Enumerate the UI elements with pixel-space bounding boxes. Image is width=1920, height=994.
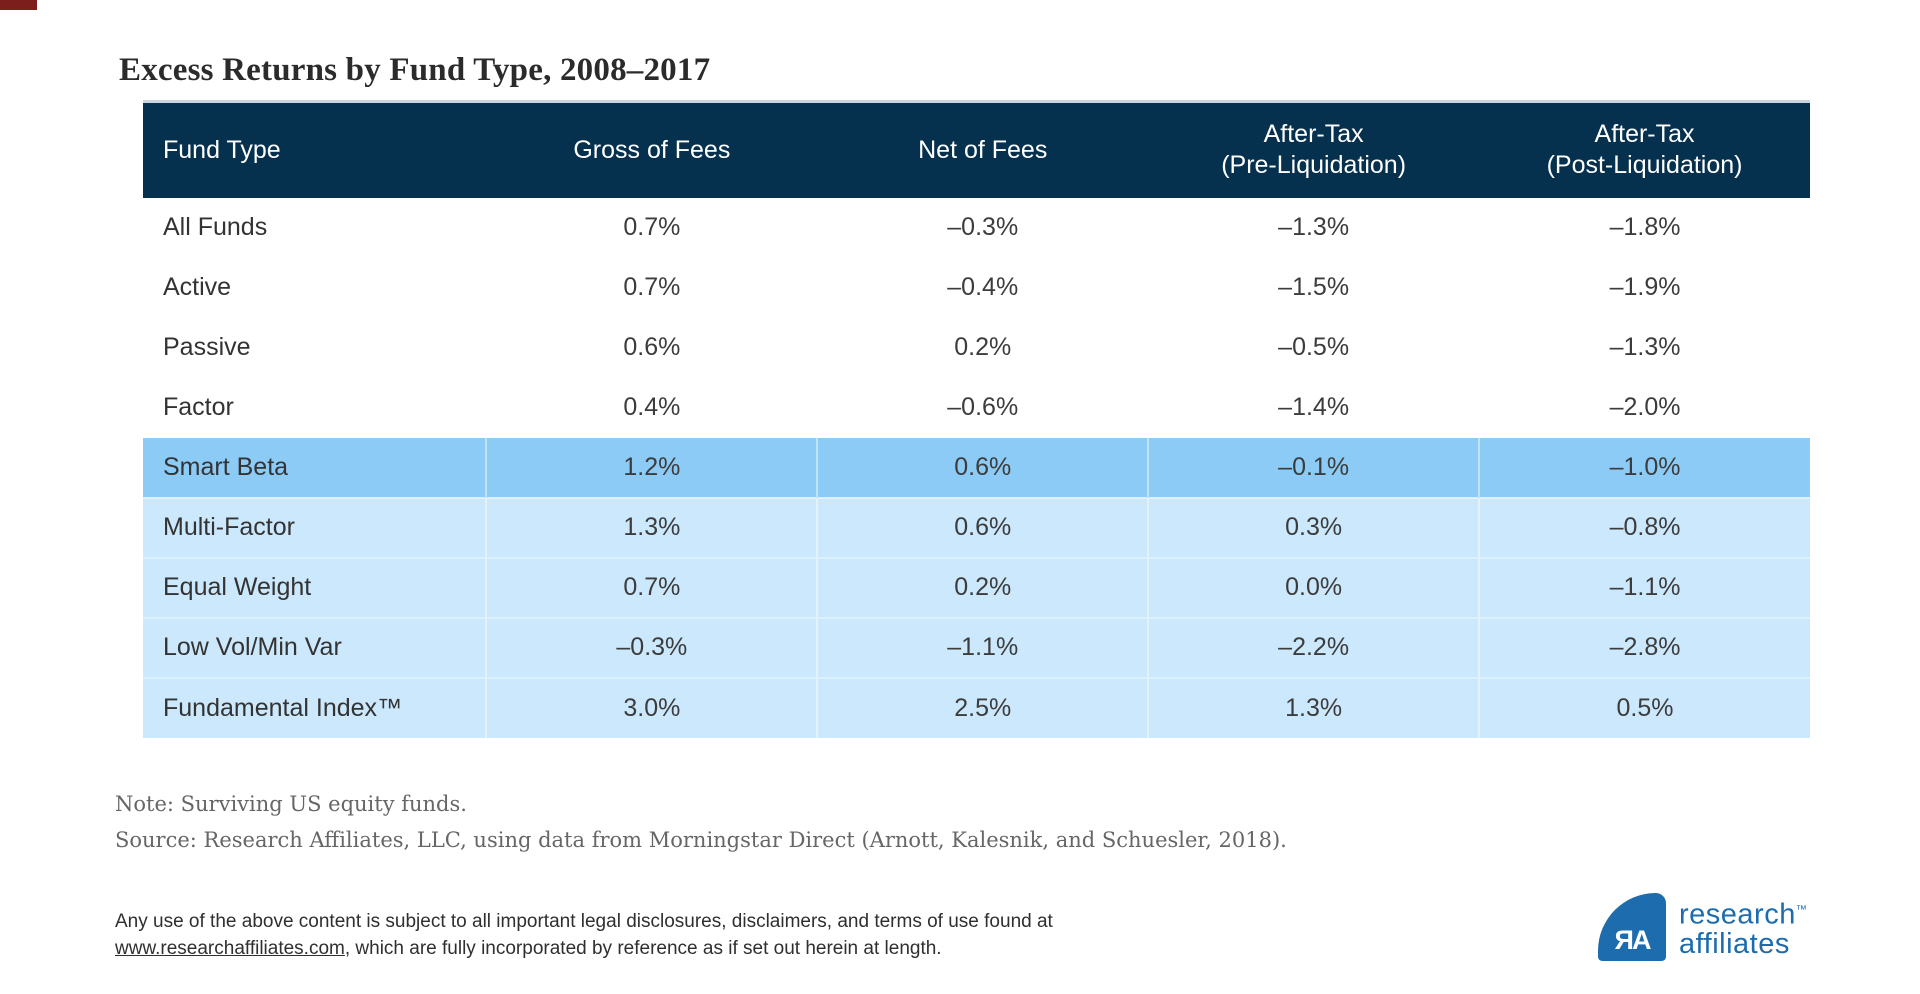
value-cell: –0.3%	[816, 197, 1149, 258]
page-title: Excess Returns by Fund Type, 2008–2017	[119, 52, 711, 89]
header-row: Fund Type Gross of Fees Net of Fees Afte…	[143, 100, 1810, 198]
value-cell: –1.9%	[1478, 257, 1810, 318]
value-cell: –2.2%	[1147, 616, 1480, 678]
value-cell: –1.8%	[1478, 197, 1810, 258]
fund-type-cell: Multi-Factor	[143, 496, 487, 558]
value-cell: –0.5%	[1147, 317, 1480, 378]
table-row: Active 0.7% –0.4% –1.5% –1.9%	[143, 257, 1810, 318]
logo-word-research: research	[1679, 898, 1796, 931]
ra-monogram: ЯA	[1614, 925, 1652, 955]
value-cell: 3.0%	[485, 676, 818, 738]
value-cell: –0.4%	[816, 257, 1149, 318]
table-row: Factor 0.4% –0.6% –1.4% –2.0%	[143, 377, 1810, 438]
table-body: All Funds 0.7% –0.3% –1.3% –1.8% Active 0.7% –0…	[143, 197, 1810, 738]
value-cell: –0.3%	[485, 616, 818, 678]
fund-type-cell: All Funds	[143, 197, 487, 258]
table-row: Passive 0.6% 0.2% –0.5% –1.3%	[143, 317, 1810, 378]
value-cell: 0.6%	[816, 496, 1149, 558]
value-cell: –0.6%	[816, 377, 1149, 438]
fund-type-cell: Passive	[143, 317, 487, 378]
value-cell: 0.2%	[816, 556, 1149, 618]
table-row: Low Vol/Min Var –0.3% –1.1% –2.2% –2.8%	[143, 616, 1810, 678]
value-cell: 0.5%	[1478, 676, 1810, 738]
col-header-net-of-fees: Net of Fees	[817, 100, 1149, 198]
col-header-line: After-Tax	[1594, 120, 1695, 149]
fund-type-cell: Factor	[143, 377, 487, 438]
legal-disclaimer: Any use of the above content is subject …	[115, 908, 1245, 962]
note-line: Note: Surviving US equity funds.	[115, 792, 467, 816]
value-cell: –1.1%	[816, 616, 1149, 678]
table-row: Smart Beta 1.2% 0.6% –0.1% –1.0%	[143, 437, 1810, 498]
research-affiliates-logo: ЯA research™ affiliates	[1598, 893, 1807, 961]
value-cell: 0.7%	[485, 197, 818, 258]
value-cell: –1.3%	[1478, 317, 1810, 378]
fund-type-cell: Active	[143, 257, 487, 318]
footnotes: Note: Surviving US equity funds. Source:…	[115, 786, 1287, 858]
fund-type-cell: Low Vol/Min Var	[143, 616, 487, 678]
fund-type-cell: Equal Weight	[143, 556, 487, 618]
value-cell: 2.5%	[816, 676, 1149, 738]
logo-wordmark: research™ affiliates	[1679, 895, 1807, 961]
legal-line2: , which are fully incorporated by refere…	[344, 938, 942, 959]
col-header-fund-type: Fund Type	[143, 100, 487, 198]
value-cell: 0.6%	[816, 437, 1149, 498]
value-cell: –2.0%	[1478, 377, 1810, 438]
value-cell: 0.3%	[1147, 496, 1480, 558]
col-header-gross-of-fees: Gross of Fees	[486, 100, 818, 198]
logo-word-affiliates: affiliates	[1679, 928, 1790, 961]
value-cell: 0.4%	[485, 377, 818, 438]
fund-type-cell: Smart Beta	[143, 437, 487, 498]
table-row: Equal Weight 0.7% 0.2% 0.0% –1.1%	[143, 556, 1810, 618]
value-cell: –1.0%	[1478, 437, 1810, 498]
excess-returns-table: Fund Type Gross of Fees Net of Fees Afte…	[143, 100, 1810, 738]
value-cell: 0.0%	[1147, 556, 1480, 618]
col-header-after-tax-post: After-Tax (Post-Liquidation)	[1479, 100, 1810, 198]
value-cell: 0.2%	[816, 317, 1149, 378]
value-cell: 1.3%	[1147, 676, 1480, 738]
table-row: All Funds 0.7% –0.3% –1.3% –1.8%	[143, 197, 1810, 258]
value-cell: –0.1%	[1147, 437, 1480, 498]
value-cell: 0.7%	[485, 257, 818, 318]
table-header: Fund Type Gross of Fees Net of Fees Afte…	[143, 100, 1810, 198]
col-header-line: (Pre-Liquidation)	[1221, 151, 1407, 180]
corner-artifact	[0, 0, 37, 10]
value-cell: 1.2%	[485, 437, 818, 498]
fund-type-cell: Fundamental Index™	[143, 676, 487, 738]
source-line: Source: Research Affiliates, LLC, using …	[115, 828, 1287, 852]
trademark-symbol: ™	[1795, 903, 1807, 916]
value-cell: –1.5%	[1147, 257, 1480, 318]
value-cell: –1.4%	[1147, 377, 1480, 438]
value-cell: –2.8%	[1478, 616, 1810, 678]
value-cell: –0.8%	[1478, 496, 1810, 558]
table-row: Multi-Factor 1.3% 0.6% 0.3% –0.8%	[143, 496, 1810, 558]
ra-logo-icon: ЯA	[1598, 893, 1666, 961]
col-header-after-tax-pre: After-Tax (Pre-Liquidation)	[1148, 100, 1480, 198]
col-header-line: After-Tax	[1263, 120, 1364, 149]
value-cell: –1.1%	[1478, 556, 1810, 618]
value-cell: 1.3%	[485, 496, 818, 558]
value-cell: 0.7%	[485, 556, 818, 618]
value-cell: –1.3%	[1147, 197, 1480, 258]
researchaffiliates-link[interactable]: www.researchaffiliates.com	[115, 938, 345, 959]
col-header-line: (Post-Liquidation)	[1546, 151, 1743, 180]
table-row: Fundamental Index™ 3.0% 2.5% 1.3% 0.5%	[143, 676, 1810, 738]
value-cell: 0.6%	[485, 317, 818, 378]
legal-line1: Any use of the above content is subject …	[115, 911, 1053, 932]
